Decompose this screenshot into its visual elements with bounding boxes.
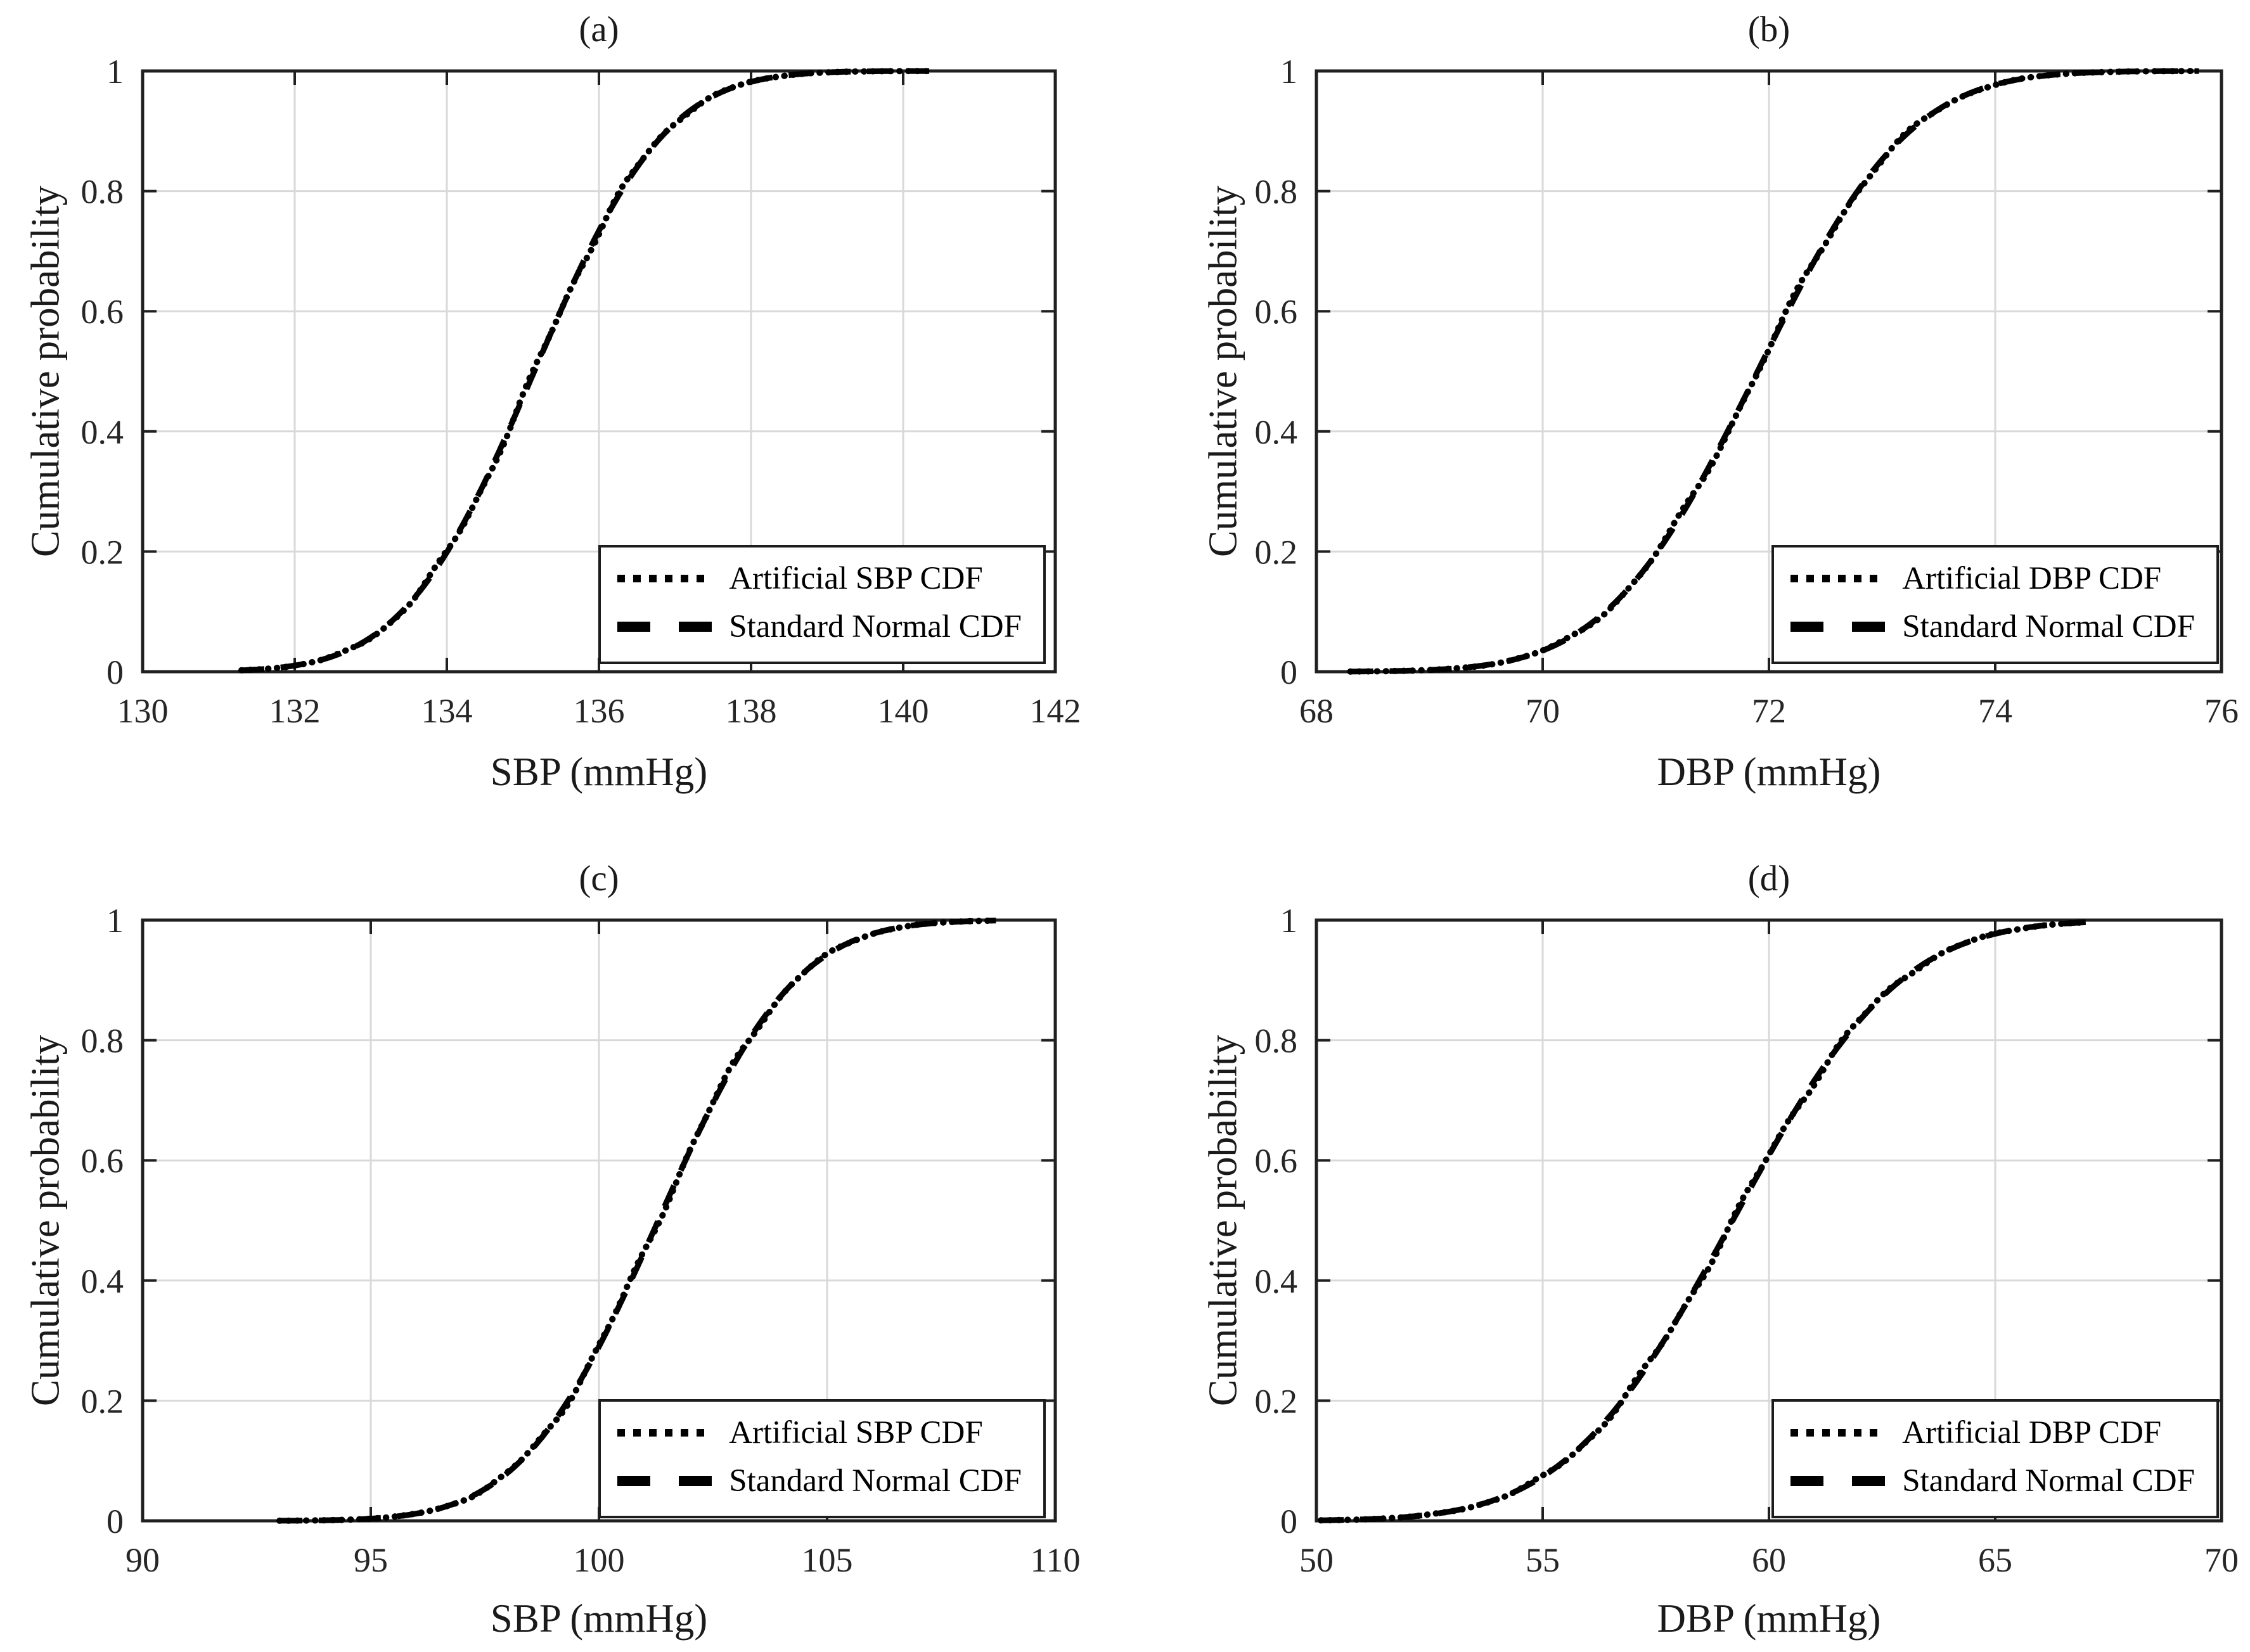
dashed-line-sample [1790, 622, 1886, 632]
svg-text:55: 55 [1526, 1541, 1560, 1579]
svg-text:65: 65 [1978, 1541, 2012, 1579]
svg-text:68: 68 [1299, 692, 1334, 730]
svg-text:1: 1 [106, 53, 124, 91]
svg-text:1: 1 [106, 902, 124, 940]
svg-text:72: 72 [1752, 692, 1786, 730]
svg-text:0.6: 0.6 [1255, 293, 1298, 331]
svg-text:0.2: 0.2 [81, 1382, 124, 1420]
svg-text:136: 136 [574, 692, 625, 730]
svg-text:0.8: 0.8 [1255, 1022, 1298, 1060]
svg-text:90: 90 [125, 1541, 160, 1579]
svg-text:95: 95 [354, 1541, 388, 1579]
svg-text:100: 100 [574, 1541, 625, 1579]
subplot-b-x-axis-label: DBP (mmHg) [1657, 750, 1881, 794]
svg-text:0.4: 0.4 [1255, 413, 1298, 451]
svg-text:130: 130 [117, 692, 169, 730]
svg-text:138: 138 [726, 692, 777, 730]
svg-text:0: 0 [106, 1502, 124, 1540]
legend-row: Artificial DBP CDF [1790, 1414, 2195, 1451]
svg-text:0.2: 0.2 [1255, 1382, 1298, 1420]
svg-text:0.4: 0.4 [81, 1262, 124, 1300]
svg-text:0.8: 0.8 [1255, 173, 1298, 211]
subplot-a-title: (a) [579, 10, 619, 49]
svg-text:70: 70 [2204, 1541, 2239, 1579]
subplot-d-title: (d) [1747, 859, 1790, 899]
standard-normal-cdf-curve [280, 918, 996, 1524]
legend-label: Artificial SBP CDF [729, 561, 983, 596]
svg-text:1: 1 [1280, 53, 1297, 91]
legend-row: Standard Normal CDF [1790, 608, 2195, 645]
svg-text:134: 134 [421, 692, 473, 730]
dotted-line-sample [617, 1429, 713, 1437]
svg-text:60: 60 [1752, 1541, 1786, 1579]
dotted-line-sample [1790, 575, 1886, 582]
svg-text:0: 0 [106, 653, 124, 691]
legend-label: Artificial DBP CDF [1902, 561, 2162, 596]
legend-row: Standard Normal CDF [617, 608, 1022, 645]
legend-row: Artificial SBP CDF [617, 1414, 1022, 1451]
subplot-c-x-axis-label: SBP (mmHg) [490, 1596, 708, 1641]
subplot-a-x-axis-label: SBP (mmHg) [490, 750, 708, 794]
artificial-cdf-curve [238, 68, 937, 674]
legend-label: Standard Normal CDF [1902, 609, 2195, 644]
svg-text:0.8: 0.8 [81, 1022, 124, 1060]
legend-label: Artificial DBP CDF [1902, 1415, 2162, 1450]
dashed-line-sample [1790, 1476, 1886, 1486]
legend-label: Artificial SBP CDF [729, 1415, 983, 1450]
subplot-b-legend: Artificial DBP CDF Standard Normal CDF [1771, 545, 2219, 664]
subplot-a-y-axis-label: Cumulative probability [23, 185, 68, 558]
subplot-d-y-axis-label: Cumulative probability [1200, 1034, 1245, 1407]
svg-text:105: 105 [802, 1541, 853, 1579]
svg-text:0.2: 0.2 [81, 533, 124, 571]
svg-text:76: 76 [2204, 692, 2239, 730]
legend-label: Standard Normal CDF [1902, 1463, 2195, 1499]
subplot-c-legend: Artificial SBP CDF Standard Normal CDF [598, 1399, 1046, 1518]
legend-label: Standard Normal CDF [729, 1463, 1022, 1499]
dashed-line-sample [617, 622, 713, 632]
artificial-cdf-curve [1318, 919, 2089, 1524]
subplot-b-title: (b) [1747, 10, 1790, 49]
svg-text:0.6: 0.6 [81, 1142, 124, 1180]
svg-text:0.8: 0.8 [81, 173, 124, 211]
legend-label: Standard Normal CDF [729, 609, 1022, 644]
svg-text:0.4: 0.4 [1255, 1262, 1298, 1300]
subplot-a-legend: Artificial SBP CDF Standard Normal CDF [598, 545, 1046, 664]
artificial-cdf-curve [276, 917, 1000, 1524]
svg-text:74: 74 [1978, 692, 2012, 730]
subplot-c-title: (c) [579, 859, 619, 899]
subplot-b-y-axis-label: Cumulative probability [1200, 185, 1245, 558]
dashed-line-sample [617, 1476, 713, 1486]
standard-normal-cdf-curve [241, 68, 934, 674]
svg-text:70: 70 [1526, 692, 1560, 730]
subplot-d-legend: Artificial DBP CDF Standard Normal CDF [1771, 1399, 2219, 1518]
legend-row: Artificial SBP CDF [617, 560, 1022, 597]
svg-text:140: 140 [878, 692, 929, 730]
artificial-cdf-curve [1347, 68, 2202, 675]
svg-text:142: 142 [1030, 692, 1081, 730]
svg-text:0.2: 0.2 [1255, 533, 1298, 571]
svg-text:50: 50 [1299, 1541, 1334, 1579]
subplot-c-y-axis-label: Cumulative probability [23, 1034, 68, 1407]
legend-row: Artificial DBP CDF [1790, 560, 2195, 597]
dotted-line-sample [1790, 1429, 1886, 1437]
svg-text:132: 132 [269, 692, 321, 730]
svg-text:1: 1 [1280, 902, 1297, 940]
svg-text:110: 110 [1031, 1541, 1081, 1579]
legend-row: Standard Normal CDF [617, 1463, 1022, 1499]
svg-text:0: 0 [1280, 653, 1297, 691]
legend-row: Standard Normal CDF [1790, 1463, 2195, 1499]
subplot-d-x-axis-label: DBP (mmHg) [1657, 1596, 1881, 1641]
svg-text:0.6: 0.6 [1255, 1142, 1298, 1180]
dotted-line-sample [617, 575, 713, 582]
svg-text:0.6: 0.6 [81, 293, 124, 331]
svg-text:0: 0 [1280, 1502, 1297, 1540]
svg-text:0.4: 0.4 [81, 413, 124, 451]
